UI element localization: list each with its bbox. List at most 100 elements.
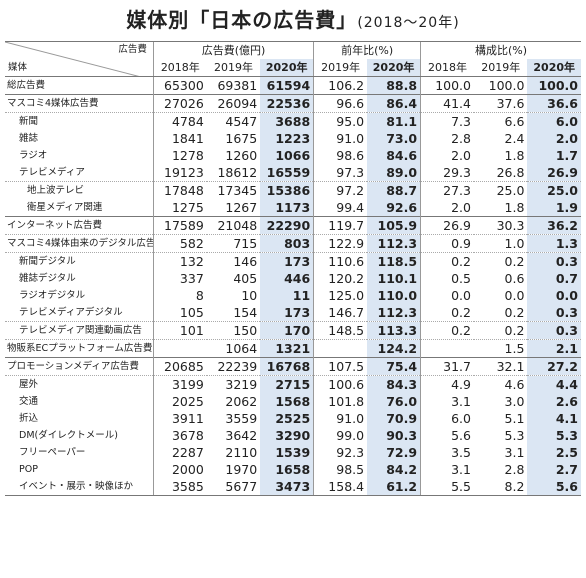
header-corner: 広告費 媒体: [5, 41, 154, 77]
value-cell: 6.6: [474, 112, 528, 130]
table-row: ラジオ 1278 1260 1066 98.6 84.6 2.0 1.8 1.7: [5, 147, 581, 164]
value-cell: 106.2: [313, 76, 368, 95]
value-cell: 27.2: [527, 357, 581, 376]
group-header-yoy: 前年比(%): [313, 41, 421, 59]
value-cell: 0.3: [527, 304, 581, 322]
value-cell: 3559: [225, 411, 258, 426]
value-cell: 1064: [206, 339, 261, 358]
value-cell: 150: [206, 321, 261, 340]
row-label: ラジオ: [19, 150, 48, 161]
year-header: 2018年: [152, 59, 207, 77]
value-cell: 100.0: [527, 76, 581, 95]
value-cell: 125.0: [313, 287, 368, 304]
value-cell: 3585: [152, 478, 207, 496]
value-cell: 98.6: [313, 147, 368, 164]
value-cell: 173: [260, 304, 314, 322]
value-cell: 113.3: [367, 321, 421, 340]
value-cell: 61.2: [367, 478, 421, 496]
value-cell: 92.3: [313, 444, 368, 461]
value-cell: 16559: [260, 164, 314, 182]
value-cell: 4.9: [420, 375, 474, 393]
value-cell: 0.0: [527, 287, 581, 304]
value-cell: 84.3: [367, 375, 421, 393]
value-cell: 4.6: [474, 375, 528, 393]
value-cell: 101: [152, 321, 207, 340]
table-row: 折込 3911 3559 2525 91.0 70.9 6.0 5.1 4.1: [5, 410, 581, 427]
row-label: ラジオデジタル: [19, 290, 86, 301]
group-header-spend: 広告費(億円): [152, 41, 314, 59]
table-row: 雑誌デジタル 337 405 446 120.2 110.1 0.5 0.6 0.7: [5, 270, 581, 287]
value-cell: 3688: [260, 112, 314, 130]
value-cell: 0.5: [420, 270, 474, 287]
value-cell: 91.0: [313, 130, 368, 147]
value-cell: 5.1: [504, 411, 525, 426]
value-cell: 7.3: [420, 112, 474, 130]
value-cell: 1.3: [527, 234, 581, 253]
value-cell: 132: [152, 252, 207, 270]
value-cell: 92.6: [367, 199, 421, 217]
value-cell: 1675: [225, 131, 258, 146]
group-header-share: 構成比(%): [420, 41, 581, 59]
table-row: テレビメディア 19123 18612 16559 97.3 89.0 29.3 26.8 26…: [5, 164, 581, 182]
row-label: 新聞: [5, 112, 154, 130]
year-header: 2019年: [313, 59, 368, 77]
value-cell: 72.9: [367, 444, 421, 461]
value-cell: 1970: [225, 462, 258, 477]
value-cell: 11: [260, 287, 314, 304]
value-cell: 2025: [152, 393, 207, 410]
value-cell: 2062: [225, 394, 258, 409]
value-cell: 120.2: [313, 270, 368, 287]
value-cell: 17848: [152, 181, 207, 199]
value-cell: 26.9: [420, 216, 474, 235]
value-cell: 405: [233, 271, 258, 286]
value-cell: 6.0: [420, 410, 474, 427]
table-row: マスコミ4媒体由来のデジタル広告費 582 715 803 122.9 112.3 0.9 1…: [5, 234, 581, 253]
value-cell: 16768: [260, 357, 314, 376]
value-cell: 27.3: [420, 181, 474, 199]
value-cell: 96.6: [313, 94, 368, 113]
value-cell: 582: [152, 234, 207, 253]
value-cell: 22290: [260, 216, 314, 235]
value-cell: 86.4: [367, 94, 421, 113]
value-cell: 99.0: [313, 427, 368, 444]
value-cell: 31.7: [420, 357, 474, 376]
value-cell: 122.9: [313, 234, 368, 253]
value-cell: 146.7: [313, 304, 368, 322]
value-cell: 21048: [206, 216, 261, 235]
table-row: インターネット広告費 17589 21048 22290 119.7 105.9 26.9 3…: [5, 216, 581, 235]
row-label: 総広告費: [5, 76, 154, 95]
row-label: 屋外: [5, 375, 154, 393]
value-cell: 0.7: [527, 270, 581, 287]
value-cell: 2.5: [527, 444, 581, 461]
value-cell: 5.6: [527, 478, 581, 496]
row-label: プロモーションメディア広告費: [5, 357, 154, 376]
value-cell: 2715: [260, 375, 314, 393]
row-label: 雑誌デジタル: [19, 273, 76, 284]
value-cell: 76.0: [367, 393, 421, 410]
row-label: 地上波テレビ: [5, 181, 154, 199]
value-cell: [313, 339, 368, 358]
value-cell: 1278: [152, 147, 207, 164]
value-cell: 5.3: [527, 427, 581, 444]
value-cell: 1066: [260, 147, 314, 164]
value-cell: 70.9: [367, 410, 421, 427]
table-row: 交通 2025 2062 1568 101.8 76.0 3.1 3.0 2.6: [5, 393, 581, 410]
value-cell: 73.0: [367, 130, 421, 147]
value-cell: 3.0: [504, 394, 525, 409]
row-label: DM(ダイレクトメール): [19, 430, 118, 441]
value-cell: 4.4: [527, 375, 581, 393]
value-cell: 81.1: [367, 112, 421, 130]
value-cell: 0.9: [420, 234, 474, 253]
header-row-groups: 広告費 媒体 広告費(億円) 前年比(%) 構成比(%): [5, 41, 581, 77]
value-cell: 446: [260, 270, 314, 287]
value-cell: 2.0: [527, 130, 581, 147]
table-row: イベント・展示・映像ほか 3585 5677 3473 158.4 61.2 5.5 8.2 5…: [5, 478, 581, 496]
value-cell: 2.4: [504, 131, 525, 146]
value-cell: 337: [152, 270, 207, 287]
table-row: テレビメディア関連動画広告 101 150 170 148.5 113.3 0.2 0.2 0.…: [5, 321, 581, 340]
value-cell: 0.3: [527, 321, 581, 340]
table-row: ラジオデジタル 8 10 11 125.0 110.0 0.0 0.0 0.0: [5, 287, 581, 304]
corner-top-label: 広告費: [118, 44, 147, 55]
value-cell: 2.8: [504, 462, 525, 477]
value-cell: 0.2: [420, 321, 474, 340]
